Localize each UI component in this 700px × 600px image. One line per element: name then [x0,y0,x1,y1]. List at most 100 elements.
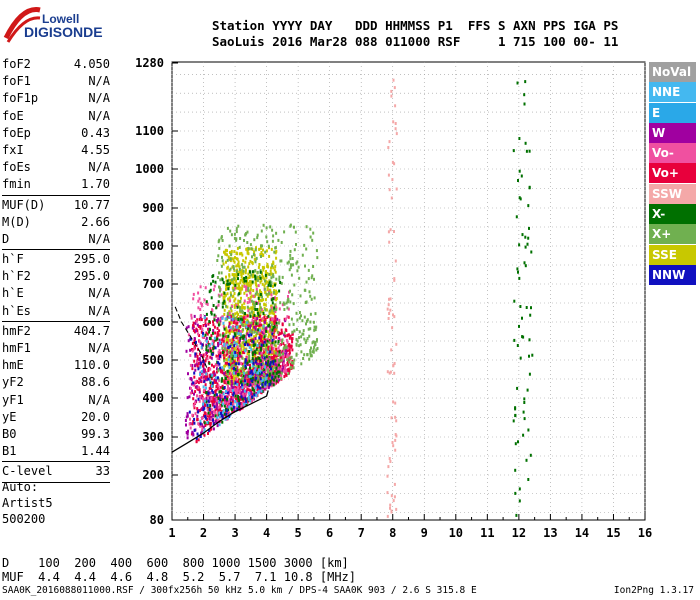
echo-point [258,274,261,278]
echo-point [205,300,208,304]
echo-point [250,299,253,303]
param-key: h`F2 [2,269,31,284]
echo-point [518,243,521,247]
echo-point [279,301,282,305]
echo-point [305,339,308,343]
echo-point [206,421,209,424]
echo-point [285,363,288,367]
echo-point [198,409,201,412]
legend-item-voplus: Vo+ [649,163,696,184]
echo-point [235,227,238,231]
echo-point [225,331,228,335]
echo-point [244,397,247,401]
echo-point [214,376,217,380]
echo-point [219,386,222,390]
echo-point [218,362,221,366]
echo-point [254,327,257,331]
echo-point [213,313,216,317]
echo-point [263,350,266,354]
echo-point [241,303,244,307]
echo-point [285,351,288,355]
echo-point [223,386,226,389]
param-value: N/A [88,91,110,106]
echo-point [314,341,316,344]
echo-point [227,278,230,282]
echo-point [245,403,248,407]
echo-point [239,388,242,392]
echo-point [192,328,195,332]
echo-point [189,354,192,357]
echo-point [518,169,521,173]
echo-point [207,390,210,394]
echo-point [202,375,205,379]
param-value: 33 [95,464,110,479]
echo-point [230,315,233,319]
echo-point [272,383,275,387]
echo-point [221,239,224,242]
echo-point [224,371,227,374]
echo-point [247,371,250,375]
echo-point [256,346,259,349]
echo-point [240,251,243,255]
echo-point [238,245,241,249]
echo-point [217,344,220,348]
echo-point [393,495,396,499]
echo-point [232,313,234,317]
echo-point [303,243,306,247]
echo-point [236,263,239,267]
echo-point [243,385,246,389]
echo-point [221,259,224,263]
echo-point [523,93,526,97]
echo-point [274,344,277,348]
echo-point [251,261,254,265]
echo-point [259,302,261,306]
echo-point [218,271,220,275]
echo-point [273,306,276,310]
echo-point [213,318,216,322]
echo-point [290,273,293,277]
echo-point [267,244,270,248]
echo-point [234,333,237,337]
echo-point [228,400,231,404]
echo-point [273,322,276,326]
echo-point [268,374,271,378]
echo-point [230,359,233,362]
legend-item-vominus: Vo- [649,143,696,164]
echo-point [259,382,262,386]
echo-point [267,348,270,352]
echo-point [245,321,248,325]
echo-point [228,322,231,326]
echo-point [229,366,232,370]
echo-point [271,356,274,359]
echo-point [393,362,396,365]
param-value: N/A [88,108,110,123]
echo-point [260,308,263,312]
echo-point [226,401,229,405]
echo-point [296,269,299,273]
echo-point [193,428,196,432]
echo-point [232,374,235,378]
echo-point [212,395,215,399]
echo-point [254,316,257,320]
echo-traces [184,78,534,518]
echo-point [226,312,229,316]
echo-point [231,389,234,392]
echo-point [243,279,246,283]
echo-point [259,269,262,273]
echo-point [275,289,278,293]
echo-point [196,418,199,422]
echo-point [254,277,257,281]
x-tick-label: 15 [606,526,620,540]
echo-point [208,408,211,412]
echo-point [209,380,212,384]
echo-point [230,351,233,355]
echo-point [202,402,205,406]
echo-point [211,342,214,346]
echo-point [260,351,263,355]
echo-point [259,320,262,324]
echo-point [387,173,390,177]
echo-point [274,375,277,379]
echo-point [280,328,283,332]
echo-point [200,375,203,379]
echo-point [243,347,246,351]
